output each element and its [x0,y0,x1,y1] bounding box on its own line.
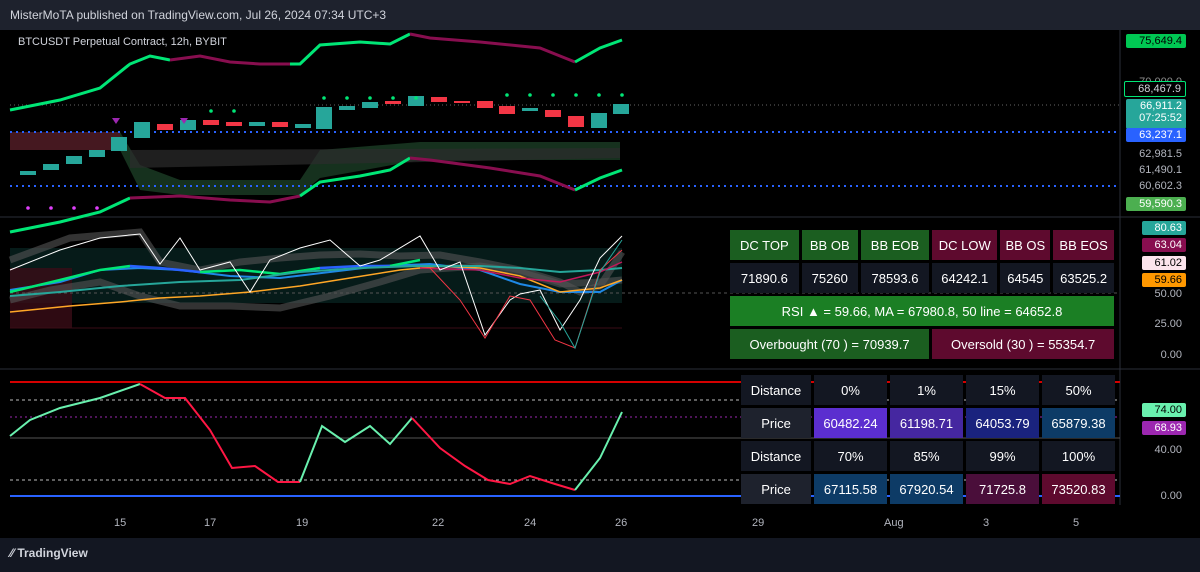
tradingview-logo[interactable]: ⁄⁄ TradingView [10,546,88,560]
osc-line [9,383,623,491]
x-tick: 19 [296,517,309,529]
bb-eob-value: 78593.6 [860,263,930,293]
x-tick: 24 [524,517,537,529]
distance-cell: 15% [966,375,1039,405]
x-tick: 5 [1073,517,1080,529]
distance-cell: 70% [814,441,887,471]
bb-ob-header: BB OB [801,230,858,260]
rsi-label-25: 25.00 [1154,318,1182,330]
last-price: 66,911.2 [1139,100,1182,112]
rsi-label-0: 0.00 [1160,349,1182,361]
dc-top-header: DC TOP [730,230,799,260]
price-label-2: 61,490.1 [1139,164,1182,176]
distance-label: Distance [741,441,811,471]
overbought-level: Overbought (70 ) = 70939.7 [730,329,930,359]
osc-label-0: 0.00 [1160,490,1182,502]
price-label-3: 60,602.3 [1139,180,1182,192]
x-tick: 17 [204,517,217,529]
rsi-tag-4: 59.66 [1142,273,1186,287]
x-tick: 15 [114,517,127,529]
distance-cell: 50% [1042,375,1115,405]
osc-label-40: 40.00 [1154,444,1182,456]
bb-eos-value: 63525.2 [1053,263,1114,293]
x-tick: Aug [884,517,904,529]
chart-area[interactable] [0,30,1200,538]
candles [20,96,629,175]
bb-os-header: BB OS [1000,230,1051,260]
x-tick: 22 [432,517,445,529]
publish-text: MisterMoTA published on TradingView.com,… [10,8,387,22]
price-cell: 61198.71 [890,408,963,438]
bar-countdown: 07:25:52 [1139,112,1182,124]
distance-cell: 99% [966,441,1039,471]
tv-logo-icon: ⁄⁄ [10,546,18,560]
price-label: Price [741,408,811,438]
distance-cell: 85% [890,441,963,471]
price-cell: 73520.83 [1042,474,1115,504]
dc-low-header: DC LOW [932,230,998,260]
lower-band-line [9,156,623,234]
price-label-1: 62,981.5 [1139,148,1182,160]
bb-os-value: 64545 [1000,263,1051,293]
osc-tag-2: 68.93 [1142,421,1186,435]
price-cell: 67920.54 [890,474,963,504]
rsi-tag-1: 80.63 [1142,221,1186,235]
publish-bar: MisterMoTA published on TradingView.com,… [0,0,1200,30]
price-tag-2: 68,467.9 [1124,81,1186,97]
last-price-tag: 66,911.2 07:25:52 [1126,99,1186,129]
price-cell: 71725.8 [966,474,1039,504]
price-cell: 65879.38 [1042,408,1115,438]
upper-band-line [9,32,623,112]
x-tick: 26 [615,517,628,529]
osc-tag-1: 74.00 [1142,403,1186,417]
rsi-tag-3: 61.02 [1142,256,1186,270]
price-tag-4: 63,237.1 [1126,128,1186,142]
dc-bb-table: DC TOP BB OB BB EOB DC LOW BB OS BB EOS … [727,227,1117,362]
distance-table: Distance 0% 1% 15% 50% Price 60482.24 61… [738,372,1118,507]
rsi-label-50: 50.00 [1154,288,1182,300]
dc-top-value: 71890.6 [730,263,799,293]
dc-low-value: 64242.1 [932,263,998,293]
rsi-tag-2: 63.04 [1142,238,1186,252]
rsi-lines [8,228,625,350]
price-tag-5: 59,590.3 [1126,197,1186,211]
price-tag-top: 75,649.4 [1126,34,1186,48]
rsi-summary: RSI ▲ = 59.66, MA = 67980.8, 50 line = 6… [730,296,1114,326]
x-tick: 29 [752,517,765,529]
price-label: Price [741,474,811,504]
bb-eob-header: BB EOB [860,230,930,260]
bb-ob-value: 75260 [801,263,858,293]
bb-eos-header: BB EOS [1053,230,1114,260]
signal-dots [26,93,624,210]
brand-text: TradingView [17,546,88,560]
symbol-title: BTCUSDT Perpetual Contract, 12h, BYBIT [18,36,227,48]
x-tick: 3 [983,517,990,529]
distance-cell: 1% [890,375,963,405]
footer-bar [0,538,1200,572]
distance-cell: 100% [1042,441,1115,471]
donchian-band-fill [10,132,620,195]
price-cell: 64053.79 [966,408,1039,438]
distance-label: Distance [741,375,811,405]
price-cell: 67115.58 [814,474,887,504]
distance-cell: 0% [814,375,887,405]
oversold-level: Oversold (30 ) = 55354.7 [932,329,1114,359]
price-cell: 60482.24 [814,408,887,438]
